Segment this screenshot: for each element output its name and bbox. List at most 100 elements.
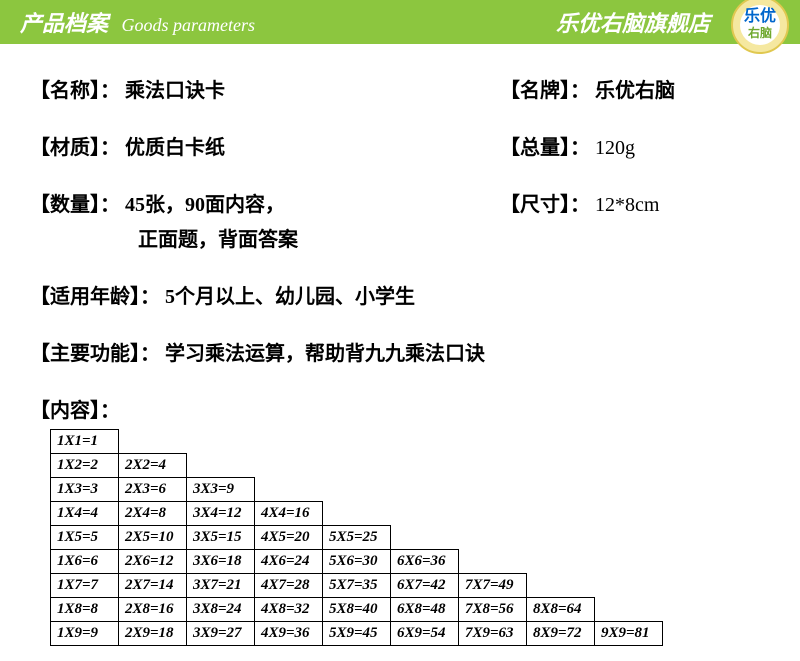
header-title-en: Goods parameters [122,15,256,35]
multiplication-table: 1X1=11X2=22X2=41X3=32X3=63X3=91X4=42X4=8… [50,429,663,646]
table-cell-empty [255,454,323,478]
table-cell: 1X9=9 [51,622,119,646]
table-cell: 9X9=81 [595,622,663,646]
param-function: 【主要功能】： 学习乘法运算，帮助背九九乘法口诀 [30,337,770,366]
table-cell-empty [323,478,391,502]
table-cell: 6X6=36 [391,550,459,574]
param-age: 【适用年龄】： 5个月以上、幼儿园、小学生 [30,280,770,309]
table-cell: 5X9=45 [323,622,391,646]
table-cell: 8X8=64 [527,598,595,622]
table-row: 1X4=42X4=83X4=124X4=16 [51,502,663,526]
param-brand-value: 乐优右脑 [595,80,675,102]
table-row: 1X2=22X2=4 [51,454,663,478]
table-cell-empty [595,598,663,622]
table-row: 1X9=92X9=183X9=274X9=365X9=456X9=547X9=6… [51,622,663,646]
table-cell: 3X7=21 [187,574,255,598]
table-cell: 2X6=12 [119,550,187,574]
param-size: 【尺寸】： 12*8cm [500,188,770,252]
table-cell-empty [391,526,459,550]
table-cell: 1X3=3 [51,478,119,502]
param-brand-label: 【名牌】： [500,80,590,102]
table-cell: 3X9=27 [187,622,255,646]
table-cell: 4X4=16 [255,502,323,526]
param-quantity-value2: 正面题，背面答案 [138,223,500,252]
brand-logo: 乐优 右脑 [730,0,790,55]
table-cell: 3X5=15 [187,526,255,550]
table-cell-empty [595,478,663,502]
table-cell-empty [527,454,595,478]
table-cell-empty [187,430,255,454]
table-cell-empty [595,526,663,550]
table-cell: 1X2=2 [51,454,119,478]
table-cell-empty [459,454,527,478]
header-title-cn: 产品档案 [20,11,108,36]
table-row: 1X3=32X3=63X3=9 [51,478,663,502]
table-cell: 1X8=8 [51,598,119,622]
param-name-label: 【名称】： [30,80,120,102]
table-cell-empty [391,478,459,502]
table-cell: 1X6=6 [51,550,119,574]
table-cell-empty [323,454,391,478]
table-cell-empty [527,478,595,502]
header-store-name: 乐优右脑旗舰店 [556,6,710,38]
table-cell-empty [323,430,391,454]
table-cell: 6X7=42 [391,574,459,598]
table-cell: 4X6=24 [255,550,323,574]
table-cell: 1X4=4 [51,502,119,526]
table-cell: 3X3=9 [187,478,255,502]
table-cell: 1X1=1 [51,430,119,454]
table-cell: 6X9=54 [391,622,459,646]
table-cell-empty [527,550,595,574]
table-cell-empty [527,526,595,550]
table-cell: 7X9=63 [459,622,527,646]
table-cell-empty [459,478,527,502]
content-area: 【名称】： 乘法口诀卡 【名牌】： 乐优右脑 【材质】： 优质白卡纸 【总量】：… [0,44,800,656]
table-cell: 2X7=14 [119,574,187,598]
param-name: 【名称】： 乘法口诀卡 [30,74,500,103]
table-cell: 3X6=18 [187,550,255,574]
svg-text:乐优: 乐优 [744,6,776,25]
table-cell: 7X7=49 [459,574,527,598]
param-weight-label: 【总量】： [500,137,590,159]
table-cell: 7X8=56 [459,598,527,622]
table-cell-empty [187,454,255,478]
table-cell: 4X7=28 [255,574,323,598]
param-content-label: 【内容】： [30,394,770,423]
table-cell-empty [527,502,595,526]
table-cell: 5X5=25 [323,526,391,550]
table-cell: 4X5=20 [255,526,323,550]
table-cell: 3X4=12 [187,502,255,526]
table-cell: 5X7=35 [323,574,391,598]
table-cell-empty [459,430,527,454]
table-cell-empty [459,502,527,526]
table-cell-empty [527,430,595,454]
table-cell: 5X8=40 [323,598,391,622]
table-cell: 2X4=8 [119,502,187,526]
table-cell-empty [255,430,323,454]
table-cell: 2X5=10 [119,526,187,550]
param-quantity-label: 【数量】： [30,194,120,216]
table-row: 1X6=62X6=123X6=184X6=245X6=306X6=36 [51,550,663,574]
param-brand: 【名牌】： 乐优右脑 [500,74,770,103]
table-cell-empty [595,454,663,478]
table-cell: 4X9=36 [255,622,323,646]
table-cell: 1X7=7 [51,574,119,598]
table-cell: 2X8=16 [119,598,187,622]
param-age-value: 5个月以上、幼儿园、小学生 [165,286,415,308]
header-banner: 产品档案 Goods parameters 乐优右脑旗舰店 乐优 右脑 [0,0,800,44]
param-name-value: 乘法口诀卡 [125,80,225,102]
table-cell-empty [459,526,527,550]
table-cell-empty [595,550,663,574]
param-quantity: 【数量】： 45张，90面内容， 正面题，背面答案 [30,188,500,252]
table-cell-empty [595,430,663,454]
table-cell-empty [527,574,595,598]
table-cell-empty [595,574,663,598]
table-cell-empty [459,550,527,574]
param-material-value: 优质白卡纸 [125,137,225,159]
table-row: 1X7=72X7=143X7=214X7=285X7=356X7=427X7=4… [51,574,663,598]
param-material: 【材质】： 优质白卡纸 [30,131,500,160]
table-row: 1X1=1 [51,430,663,454]
table-cell: 5X6=30 [323,550,391,574]
table-cell-empty [391,430,459,454]
table-cell: 2X2=4 [119,454,187,478]
